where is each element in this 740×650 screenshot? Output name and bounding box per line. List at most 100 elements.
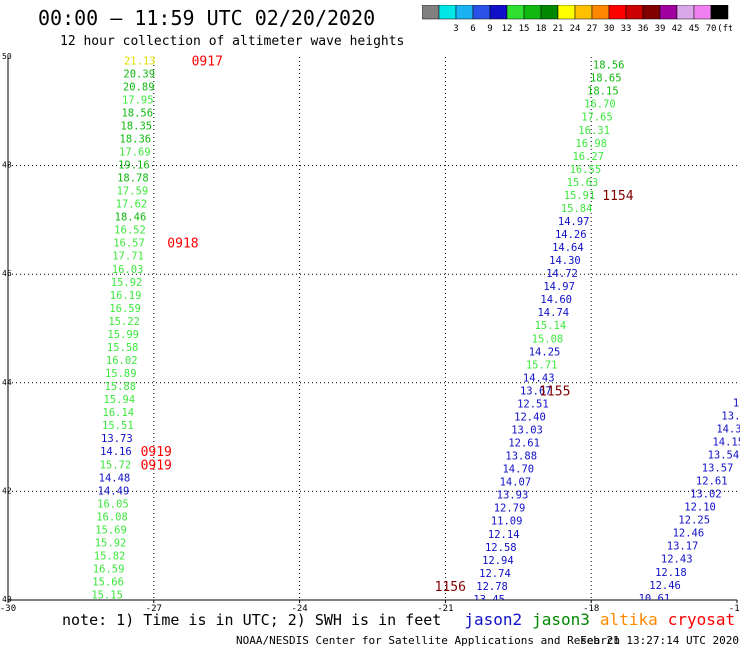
wave-height-point: 15.99 (107, 329, 139, 341)
wave-height-point: 13.2 (721, 410, 740, 422)
legend-altika: altika (599, 610, 658, 629)
wave-height-point: 18.35 (120, 120, 152, 132)
wave-height-point: 14.25 (529, 346, 561, 358)
time-annotation: 0918 (167, 237, 198, 252)
wave-height-point: 12.61 (508, 438, 540, 450)
wave-height-point: 1 (733, 397, 739, 409)
colorbar-label: 39 (655, 24, 666, 34)
colorbar-label: 6 (470, 24, 475, 34)
wave-height-point: 14.16 (100, 446, 132, 458)
colorbar-label: 24 (570, 24, 581, 34)
wave-height-point: 13.03 (511, 424, 543, 436)
colorbar-label: 3 (453, 24, 458, 34)
wave-height-point: 10.61 (639, 593, 671, 605)
wave-height-point: 14.48 (99, 472, 131, 484)
wave-height-point: 12.46 (673, 528, 705, 540)
wave-height-point: 15.88 (104, 381, 136, 393)
wave-height-point: 15.84 (561, 203, 593, 215)
y-tick-label: 46 (2, 269, 12, 278)
wave-height-point: 15.72 (100, 459, 132, 471)
colorbar-label: 21 (553, 24, 564, 34)
wave-height-point: 16.57 (113, 238, 145, 250)
legend-row: note: 1) Time is in UTC; 2) SWH is in fe… (62, 610, 740, 629)
timestamp: Feb 21 13:27:14 UTC 2020 (580, 634, 739, 647)
wave-height-point: 20.39 (123, 68, 155, 80)
wave-height-point: 15.66 (92, 577, 124, 589)
wave-height-point: 12.74 (479, 568, 511, 580)
wave-height-point: 12.14 (488, 529, 520, 541)
wave-height-point: 14.43 (523, 372, 555, 384)
wave-height-point: 15.92 (95, 537, 127, 549)
wave-height-point: 12.18 (655, 567, 687, 579)
wave-height-point: 13.93 (497, 490, 529, 502)
wave-height-point: 12.10 (684, 502, 716, 514)
wave-height-point: 16.55 (570, 164, 602, 176)
wave-height-point: 14.30 (549, 255, 581, 267)
wave-height-point: 16.31 (578, 125, 610, 137)
time-annotation: 1155 (539, 384, 570, 399)
x-tick-label: -30 (0, 604, 16, 614)
time-annotation: 1154 (602, 189, 633, 204)
wave-height-point: 18.46 (115, 212, 147, 224)
satellite-legend: jason2jason3altikacryosats3a (450, 610, 740, 629)
wave-height-point: 17.71 (112, 251, 144, 263)
wave-height-point: 16.05 (97, 498, 129, 510)
wave-height-point: 14.15 (712, 436, 740, 448)
wave-height-point: 16.14 (103, 407, 135, 419)
colorbar-label: 30 (604, 24, 615, 34)
y-tick-label: 48 (2, 161, 12, 170)
wave-height-point: 15.58 (107, 342, 139, 354)
colorbar-swatch (710, 5, 729, 20)
wave-height-point: 20.89 (123, 81, 155, 93)
wave-height-point: 16.19 (110, 290, 142, 302)
wave-height-point: 17.62 (116, 199, 148, 211)
wave-height-point: 15.63 (567, 177, 599, 189)
wave-height-point: 18.78 (117, 173, 149, 185)
wave-height-point: 18.36 (120, 133, 152, 145)
wave-height-point: 13.57 (702, 463, 734, 475)
colorbar-label: 45 (689, 24, 700, 34)
wave-height-point: 14.26 (555, 229, 587, 241)
colorbar-label: 27 (587, 24, 598, 34)
chart-subtitle: 12 hour collection of altimeter wave hei… (60, 34, 405, 49)
wave-height-point: 15.91 (564, 190, 596, 202)
time-annotation: 0919 (141, 458, 172, 473)
y-tick-label: 40 (2, 595, 12, 604)
wave-height-point: 19.16 (118, 160, 150, 172)
y-tick-label: 42 (2, 486, 12, 495)
wave-height-point: 16.08 (96, 511, 128, 523)
time-annotation: 0917 (192, 54, 223, 69)
wave-height-point: 13.67 (520, 385, 552, 397)
time-annotation: 0919 (141, 445, 172, 460)
colorbar-label: 9 (487, 24, 492, 34)
wave-height-point: 12.25 (678, 515, 710, 527)
wave-height-point: 13.88 (505, 451, 537, 463)
wave-height-point: 18.56 (593, 60, 625, 72)
wave-height-point: 16.52 (114, 225, 146, 237)
wave-height-point: 14.64 (552, 242, 584, 254)
wave-height-point: 11.09 (491, 516, 523, 528)
wave-height-point: 12.78 (476, 581, 508, 593)
wave-height-point: 12.40 (514, 411, 546, 423)
wave-height-point: 14.36 (716, 423, 740, 435)
wave-height-point: 12.51 (517, 398, 549, 410)
colorbar-label: 33 (621, 24, 632, 34)
legend-jason2: jason2 (464, 610, 523, 629)
wave-height-point: 12.46 (649, 580, 681, 592)
x-tick-label: -27 (146, 604, 162, 614)
colorbar-label: 42 (672, 24, 683, 34)
wave-height-point: 12.94 (482, 555, 514, 567)
chart-title: 00:00 – 11:59 UTC 02/20/2020 (38, 6, 376, 30)
wave-height-point: 16.59 (109, 303, 141, 315)
wave-height-point: 15.51 (102, 420, 134, 432)
wave-height-point: 14.70 (502, 464, 534, 476)
units-note: note: 1) Time is in UTC; 2) SWH is in fe… (62, 611, 442, 629)
x-tick-label: -21 (437, 604, 453, 614)
wave-height-point: 14.97 (543, 281, 575, 293)
wave-height-point: 15.94 (103, 394, 135, 406)
wave-height-point: 17.59 (117, 186, 149, 198)
wave-height-point: 15.22 (108, 316, 140, 328)
wave-height-point: 16.27 (572, 151, 604, 163)
wave-height-point: 17.69 (119, 146, 151, 158)
